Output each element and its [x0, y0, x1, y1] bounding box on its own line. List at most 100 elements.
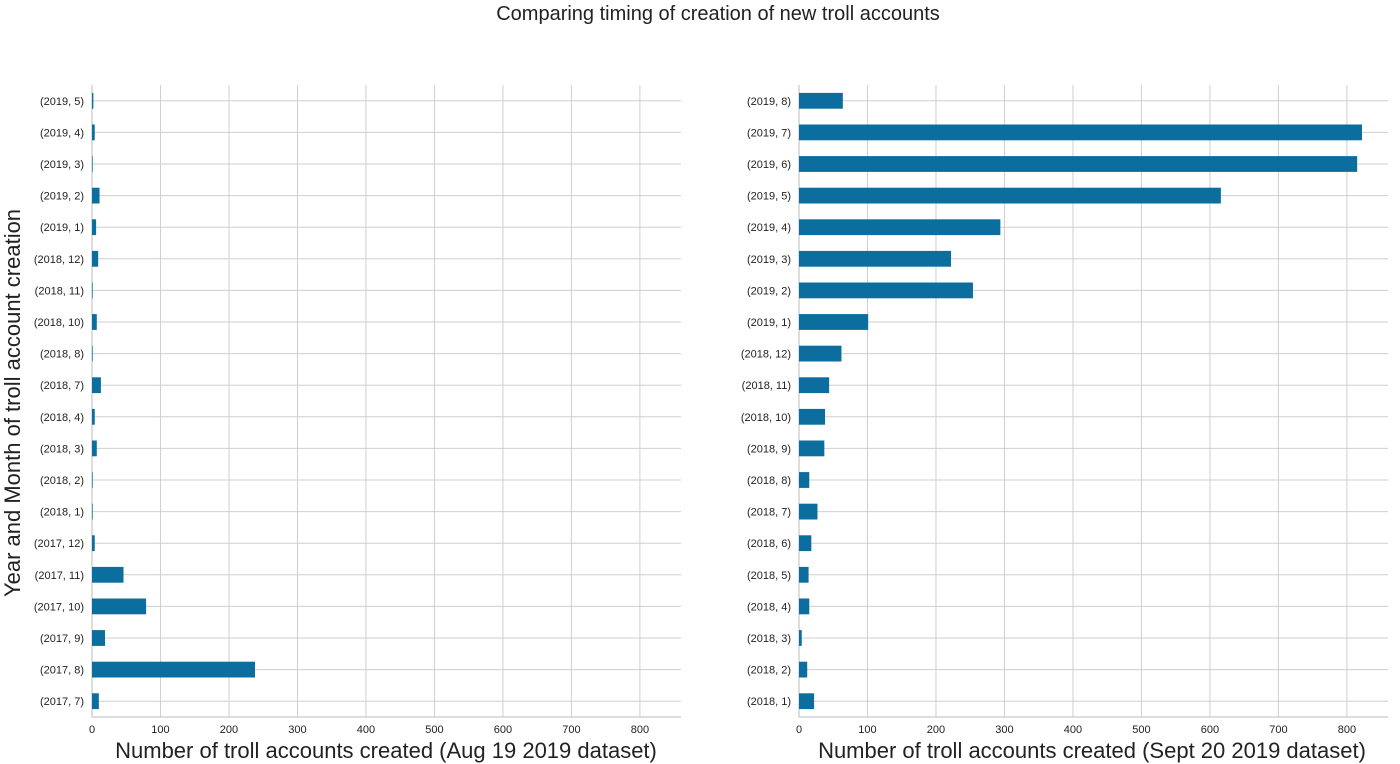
left-bar	[92, 661, 256, 678]
right-y-tick-label: (2019, 5)	[747, 191, 791, 203]
left-bar	[92, 566, 124, 583]
right-bar	[799, 92, 843, 109]
left-x-tick-label: 600	[494, 724, 512, 736]
right-bar	[799, 598, 810, 615]
left-y-tick-label: (2019, 3)	[40, 159, 84, 171]
left-x-tick-label: 500	[425, 724, 443, 736]
right-bar	[799, 250, 952, 267]
left-bar	[92, 219, 97, 236]
right-y-tick-label: (2018, 5)	[747, 570, 791, 582]
right-x-tick-label: 400	[1064, 724, 1082, 736]
right-x-tick-label: 200	[927, 724, 945, 736]
left-y-tick-label: (2019, 4)	[40, 127, 84, 139]
left-y-tick-label: (2018, 11)	[35, 285, 84, 297]
left-x-axis-label: Number of troll accounts created (Aug 19…	[115, 738, 657, 763]
right-y-tick-label: (2019, 3)	[747, 254, 791, 266]
left-y-tick-label: (2018, 7)	[40, 380, 84, 392]
left-x-tick-label: 800	[631, 724, 649, 736]
left-bar	[92, 187, 100, 204]
left-bar	[92, 440, 97, 457]
left-bar	[92, 92, 94, 109]
left-bar	[92, 503, 93, 520]
left-y-tick-label: (2018, 8)	[40, 349, 84, 361]
left-bar	[92, 250, 99, 267]
left-bar	[92, 282, 93, 299]
left-x-tick-label: 700	[562, 724, 580, 736]
left-x-tick-label: 400	[357, 724, 375, 736]
left-y-axis-label: Year and Month of troll account creation	[0, 209, 25, 597]
right-y-tick-label: (2018, 8)	[747, 475, 791, 487]
left-y-tick-label: (2019, 1)	[40, 222, 84, 234]
right-y-tick-label: (2019, 4)	[747, 222, 791, 234]
right-bar	[799, 440, 825, 457]
right-bar	[799, 408, 826, 425]
right-y-tick-label: (2018, 3)	[747, 633, 791, 645]
left-bar	[92, 314, 97, 330]
left-bar	[92, 472, 93, 488]
right-x-axis-label: Number of troll accounts created (Sept 2…	[818, 738, 1366, 763]
left-x-tick-label: 0	[89, 724, 95, 736]
right-bar	[799, 566, 809, 583]
left-y-tick-label: (2017, 7)	[40, 696, 84, 708]
right-bar	[799, 187, 1221, 204]
right-bar	[799, 314, 869, 330]
right-y-tick-label: (2018, 10)	[741, 412, 791, 424]
right-y-tick-label: (2019, 8)	[747, 96, 791, 108]
right-bar	[799, 693, 815, 710]
left-y-tick-label: (2018, 4)	[40, 412, 84, 424]
right-bar	[799, 345, 842, 362]
right-bar	[799, 124, 1362, 141]
left-y-tick-label: (2017, 8)	[40, 665, 84, 677]
right-x-tick-label: 700	[1269, 724, 1287, 736]
right-x-tick-label: 500	[1132, 724, 1150, 736]
right-x-tick-label: 800	[1338, 724, 1356, 736]
right-bar	[799, 472, 810, 488]
left-y-tick-label: (2018, 10)	[34, 317, 84, 329]
left-y-tick-label: (2018, 1)	[40, 507, 84, 519]
right-y-tick-label: (2018, 1)	[747, 696, 791, 708]
left-y-tick-label: (2017, 9)	[40, 633, 84, 645]
left-y-tick-label: (2017, 10)	[34, 601, 84, 613]
left-bar	[92, 408, 95, 425]
left-y-tick-label: (2019, 2)	[40, 191, 84, 203]
right-y-tick-label: (2018, 6)	[747, 538, 791, 550]
right-y-tick-label: (2019, 1)	[747, 317, 791, 329]
right-y-tick-label: (2018, 7)	[747, 507, 791, 519]
right-x-tick-label: 300	[995, 724, 1013, 736]
left-y-tick-label: (2018, 3)	[40, 443, 84, 455]
left-panel: (2019, 5) (2019, 4) (2019, 3) (2019, 2) (201…	[34, 85, 681, 736]
right-bar	[799, 661, 808, 678]
right-panel: (2019, 8) (2019, 7) (2019, 6) (2019, 5) (201…	[741, 85, 1388, 736]
right-x-tick-label: 600	[1201, 724, 1219, 736]
right-bar	[799, 535, 812, 552]
right-y-tick-label: (2018, 12)	[741, 349, 791, 361]
left-y-tick-label: (2017, 12)	[34, 538, 84, 550]
right-bar	[799, 503, 818, 520]
right-x-tick-label: 0	[796, 724, 802, 736]
left-y-tick-label: (2018, 2)	[40, 475, 84, 487]
left-bar	[92, 598, 147, 615]
right-bar	[799, 282, 973, 299]
left-bar	[92, 535, 95, 552]
right-y-tick-label: (2018, 9)	[747, 443, 791, 455]
right-bar	[799, 219, 1001, 236]
left-bar	[92, 377, 101, 394]
right-y-tick-label: (2018, 4)	[747, 601, 791, 613]
left-bar	[92, 345, 93, 362]
left-bar	[92, 124, 95, 141]
left-y-tick-label: (2019, 5)	[40, 96, 84, 108]
right-x-tick-label: 100	[858, 724, 876, 736]
left-bar	[92, 693, 99, 710]
right-bar	[799, 156, 1358, 172]
left-y-tick-label: (2017, 11)	[35, 570, 84, 582]
right-y-tick-label: (2019, 6)	[747, 159, 791, 171]
right-bar	[799, 377, 830, 394]
left-bar	[92, 156, 93, 172]
right-y-tick-label: (2019, 7)	[747, 127, 791, 139]
right-bar	[799, 630, 802, 646]
chart-suptitle: Comparing timing of creation of new trol…	[496, 3, 940, 25]
left-y-tick-label: (2018, 12)	[34, 254, 84, 266]
left-bar	[92, 630, 106, 646]
right-y-tick-label: (2018, 2)	[747, 665, 791, 677]
